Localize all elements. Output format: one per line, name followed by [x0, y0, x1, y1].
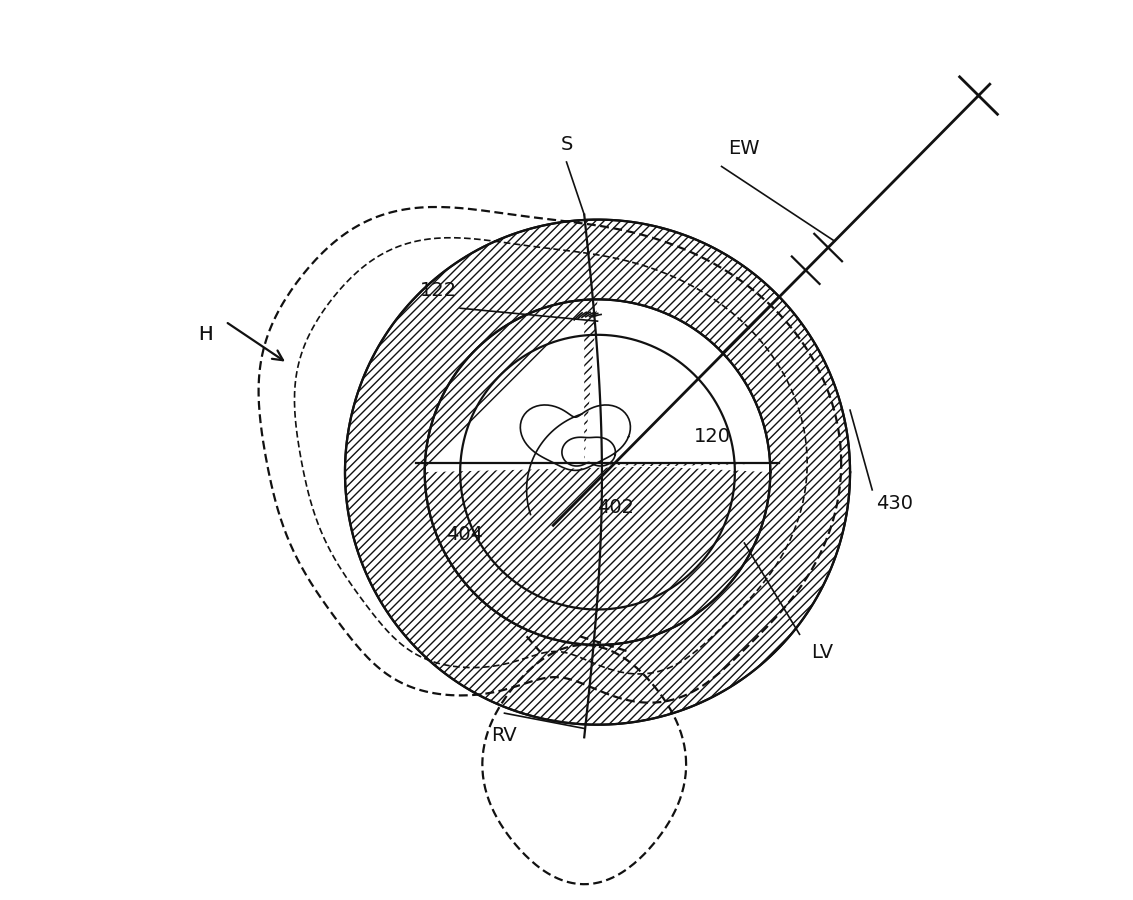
Text: 404: 404 — [446, 525, 483, 544]
Text: 402: 402 — [597, 498, 633, 518]
Text: EW: EW — [729, 140, 759, 158]
Text: RV: RV — [492, 725, 518, 745]
Text: 122: 122 — [419, 281, 457, 300]
Text: 120: 120 — [695, 428, 731, 446]
Text: S: S — [561, 135, 572, 154]
Text: LV: LV — [810, 643, 833, 662]
Text: H: H — [198, 325, 212, 345]
Text: H: H — [198, 325, 212, 345]
Text: 430: 430 — [876, 494, 913, 513]
